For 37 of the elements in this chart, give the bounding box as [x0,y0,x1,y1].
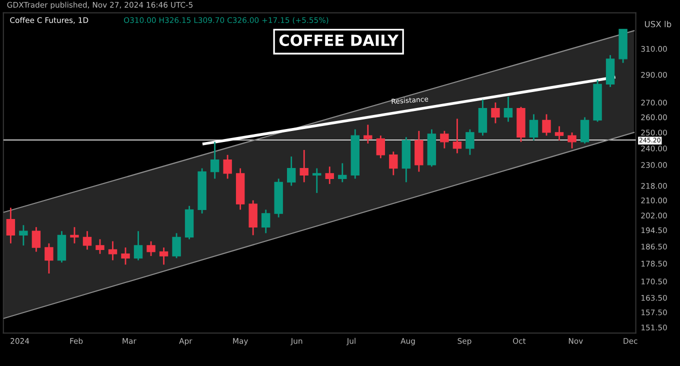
candlestick [134,230,143,261]
candlestick [300,149,308,183]
candlestick [172,232,181,259]
candlestick [452,118,462,154]
candlestick [82,230,92,250]
candlestick [554,126,564,142]
candlestick [261,208,270,234]
candlestick [529,114,538,142]
candlestick [70,226,79,244]
candlestick [364,124,372,144]
candlestick [96,238,104,255]
candlestick [466,128,474,156]
candlestick [325,166,334,185]
candlestick [146,240,156,257]
y-axis-title: USX lb [644,20,672,28]
candlestick [440,130,449,150]
candlestick [210,141,220,180]
candlestick [19,224,28,246]
candlestick [6,207,16,244]
text: COFFEE DAILY [279,34,399,46]
candlestick [568,132,576,150]
candlestick [491,102,500,124]
candlestick [44,242,54,274]
candlestick [159,246,168,266]
candlestick [248,200,258,236]
candlestick [312,168,322,194]
candlestick [108,240,118,261]
candlestick [223,154,232,180]
candlestick [32,226,41,252]
candlestick [376,134,386,159]
candlestick [121,246,130,266]
candlestick [504,96,513,122]
candlestick [580,116,590,144]
candlestick [286,156,296,186]
candlestick [542,114,551,136]
candlestick [338,162,347,183]
candlestick [389,150,398,176]
